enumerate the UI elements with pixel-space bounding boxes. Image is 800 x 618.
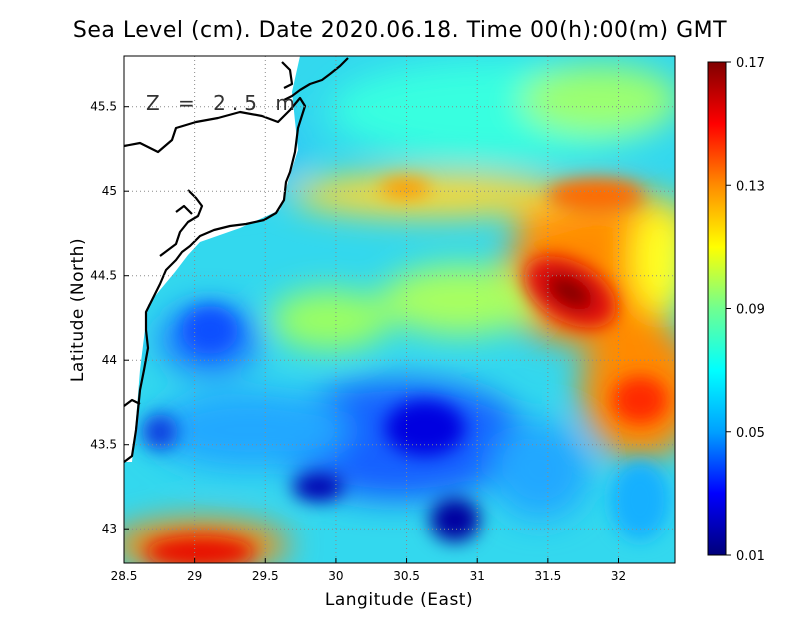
y-tick-label: 43.5 bbox=[90, 438, 117, 452]
y-tick-label: 44 bbox=[102, 353, 117, 367]
field-blob bbox=[385, 400, 465, 456]
sharp-field bbox=[142, 178, 670, 563]
colorbar-gradient bbox=[707, 61, 727, 556]
x-tick-label: 31.5 bbox=[534, 569, 561, 583]
sea-level-field bbox=[124, 56, 675, 563]
y-tick-label: 45.5 bbox=[90, 100, 117, 114]
colorbar: 0.17 0.13 0.09 0.05 0.01 bbox=[707, 56, 765, 564]
x-tick-label: 30.5 bbox=[393, 569, 420, 583]
grid-lines bbox=[124, 56, 675, 563]
field-blob bbox=[380, 265, 540, 335]
x-tick-label: 30 bbox=[328, 569, 343, 583]
colorbar-tick-label: 0.13 bbox=[736, 179, 765, 194]
coastline-path bbox=[281, 61, 294, 89]
x-tick-label: 29 bbox=[187, 569, 202, 583]
x-tick-label: 32 bbox=[611, 569, 626, 583]
x-ticks: 28.5 29 29.5 30 30.5 31 31.5 32 bbox=[111, 558, 626, 583]
x-tick-label: 29.5 bbox=[252, 569, 279, 583]
x-axis-label: Langitude (East) bbox=[324, 590, 474, 610]
field-blob bbox=[150, 390, 350, 470]
field-blob bbox=[630, 205, 675, 315]
field-blob bbox=[547, 274, 593, 310]
field-blob bbox=[142, 414, 178, 450]
field-blob bbox=[380, 178, 430, 198]
y-ticks: 43 43.5 44 44.5 45 45.5 bbox=[90, 100, 129, 536]
coastline bbox=[123, 57, 349, 463]
coastline-path bbox=[123, 398, 141, 407]
colorbar-tick-label: 0.09 bbox=[736, 303, 765, 318]
field-blob bbox=[293, 473, 343, 501]
x-tick-label: 28.5 bbox=[111, 569, 138, 583]
field-blob bbox=[182, 306, 238, 354]
depth-annotation: Z = 2.5 m bbox=[146, 91, 301, 115]
coastline-path bbox=[159, 189, 204, 257]
x-tick-label: 31 bbox=[470, 569, 485, 583]
field-blob bbox=[270, 290, 390, 350]
field-blob bbox=[290, 173, 570, 217]
field-blob bbox=[490, 420, 590, 520]
field-blob bbox=[520, 65, 675, 135]
colorbar-ticks: 0.17 0.13 0.09 0.05 0.01 bbox=[726, 56, 765, 564]
field-blob bbox=[612, 376, 668, 424]
coastline-path bbox=[283, 57, 349, 101]
land-area bbox=[124, 56, 300, 462]
field-blob bbox=[610, 460, 670, 540]
plot-frame bbox=[123, 55, 676, 564]
field-blob bbox=[145, 536, 255, 563]
y-tick-label: 45 bbox=[102, 184, 117, 198]
colorbar-tick-label: 0.01 bbox=[736, 549, 765, 564]
field-blob bbox=[430, 498, 480, 542]
y-tick-label: 44.5 bbox=[90, 269, 117, 283]
colorbar-tick-label: 0.05 bbox=[736, 426, 765, 441]
coastline-path bbox=[175, 204, 193, 215]
chart-title: Sea Level (cm). Date 2020.06.18. Time 00… bbox=[72, 18, 728, 43]
colorbar-tick-label: 0.17 bbox=[736, 56, 765, 71]
coastline-path bbox=[123, 96, 307, 463]
field-blob bbox=[547, 179, 643, 211]
y-tick-label: 43 bbox=[102, 522, 117, 536]
